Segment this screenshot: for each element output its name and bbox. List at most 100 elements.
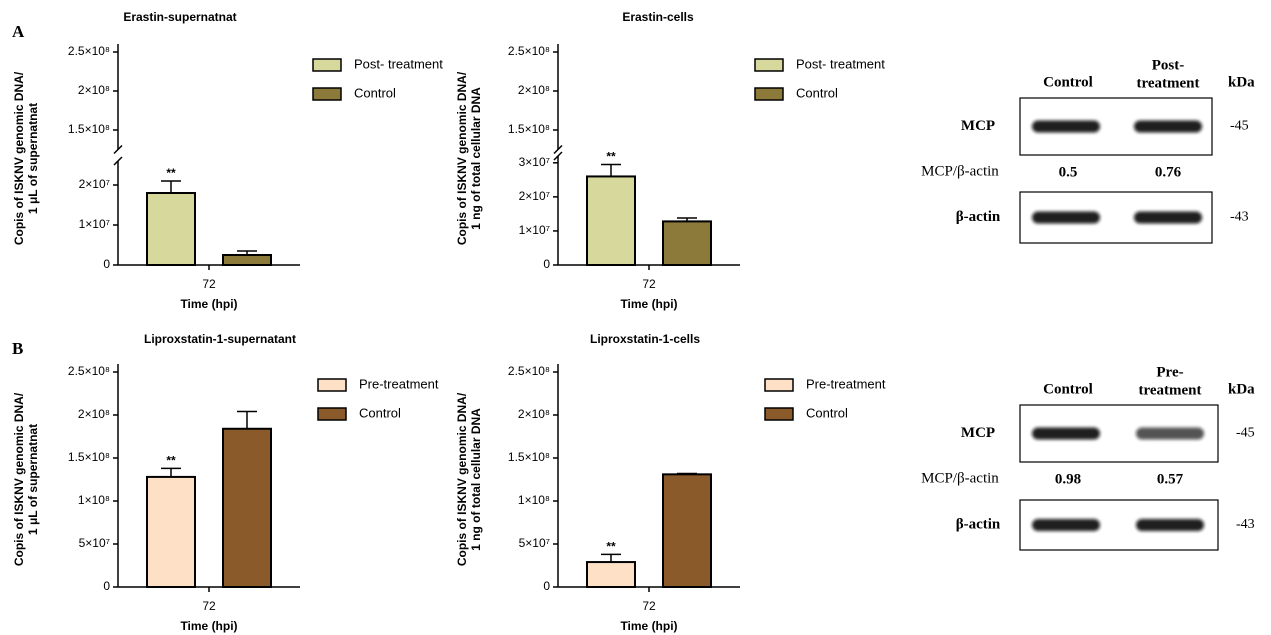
y-tick-label: 0 [103,257,110,271]
y-tick-label: 2.5×10⁸ [508,364,550,378]
bar [587,562,635,587]
y-axis-label: 1 μL of supernatnat [26,424,40,535]
x-tick-label: 72 [202,599,216,613]
legend-swatch [313,59,341,71]
ratio-value: 0.98 [1055,471,1081,487]
column-header: Post- [1152,57,1185,73]
row-label: MCP [961,118,995,134]
y-axis-label: Copis of ISKNV genomic DNA/ [12,71,26,245]
y-tick-label: 2.5×10⁸ [68,364,110,378]
legend-swatch [765,379,793,391]
legend-swatch [755,59,783,71]
unit-label: kDa [1228,381,1255,397]
legend-label: Control [354,85,396,100]
blot-band [1136,428,1204,440]
y-tick-label: 1.5×10⁸ [508,122,550,136]
column-header: Control [1043,381,1093,397]
legend-label: Pre-treatment [359,376,439,391]
x-axis-label: Time (hpi) [620,297,677,311]
blot-band [1032,121,1100,133]
blot-band [1136,519,1204,531]
x-tick-label: 72 [642,599,656,613]
column-header: treatment [1138,382,1201,398]
bar [587,176,635,265]
y-axis-label: Copis of ISKNV genomic DNA/ [455,392,469,566]
y-tick-label: 2×10⁸ [78,407,110,421]
y-tick-label: 1×10⁸ [78,493,110,507]
legend-swatch [755,88,783,100]
x-tick-label: 72 [642,277,656,291]
y-axis-label: 1 μL of supernatnat [26,103,40,214]
blot-band [1134,212,1202,224]
blot-band [1134,121,1202,133]
ratio-label: MCP/β-actin [921,470,999,486]
y-tick-label: 3×10⁷ [519,155,550,169]
row-label: β-actin [956,209,1001,225]
y-tick-label: 2×10⁸ [518,83,550,97]
y-tick-label: 0 [543,257,550,271]
bar [223,255,271,265]
legend-swatch [318,408,346,420]
kda-marker: -43 [1230,210,1249,225]
chart-title: Erastin-cells [622,10,694,24]
blot-band [1032,519,1100,531]
column-header: Control [1043,74,1093,90]
x-axis-label: Time (hpi) [620,619,677,633]
legend-label: Post- treatment [796,56,885,71]
y-tick-label: 1.5×10⁸ [68,122,110,136]
y-tick-label: 2.5×10⁸ [68,44,110,58]
y-tick-label: 1×10⁸ [518,493,550,507]
ratio-value: 0.57 [1157,471,1184,487]
legend-label: Control [359,405,401,420]
significance-label: ** [606,150,616,164]
y-tick-label: 0 [543,579,550,593]
bar [223,429,271,587]
chart-title: Liproxstatin-1-supernatant [144,332,296,346]
kda-marker: -45 [1230,119,1249,134]
y-axis-label: 1 ng of total cellular DNA [469,408,483,551]
significance-label: ** [166,166,176,180]
ratio-value: 0.5 [1059,164,1078,180]
y-tick-label: 2×10⁷ [79,177,110,191]
y-axis-label: 1 ng of total cellular DNA [469,87,483,230]
blot-band [1032,428,1100,440]
y-tick-label: 5×10⁷ [79,536,110,550]
ratio-label: MCP/β-actin [921,163,999,179]
significance-label: ** [606,539,616,553]
bar [663,221,711,265]
chart-title: Erastin-supernatnat [123,10,236,24]
panel-label: A [12,22,25,41]
ratio-value: 0.76 [1155,164,1182,180]
legend-swatch [765,408,793,420]
y-tick-label: 1.5×10⁸ [508,450,550,464]
legend-label: Control [806,405,848,420]
chart-title: Liproxstatin-1-cells [590,332,700,346]
y-tick-label: 1×10⁷ [519,223,550,237]
blot-band [1032,212,1100,224]
significance-label: ** [166,453,176,467]
legend-label: Control [796,85,838,100]
bar [147,477,195,587]
kda-marker: -43 [1236,517,1255,532]
column-header: Pre- [1156,364,1183,380]
y-tick-label: 2.5×10⁸ [508,44,550,58]
row-label: MCP [961,425,995,441]
x-axis-label: Time (hpi) [180,297,237,311]
y-tick-label: 2×10⁷ [519,189,550,203]
y-axis-label: Copis of ISKNV genomic DNA/ [12,392,26,566]
y-tick-label: 0 [103,579,110,593]
x-axis-label: Time (hpi) [180,619,237,633]
legend-swatch [313,88,341,100]
column-header: treatment [1136,75,1199,91]
kda-marker: -45 [1236,426,1255,441]
figure: A B Erastin-supernatnat 0 1×10⁷ 2×10⁷ 1.5×10… [0,0,1271,635]
y-tick-label: 2×10⁸ [518,407,550,421]
legend-label: Pre-treatment [806,376,886,391]
bar [147,193,195,265]
x-tick-label: 72 [202,277,216,291]
panel-label: B [12,339,23,358]
bar [663,474,711,587]
y-tick-label: 2×10⁸ [78,83,110,97]
y-axis-label: Copis of ISKNV genomic DNA/ [455,71,469,245]
y-tick-label: 5×10⁷ [519,536,550,550]
